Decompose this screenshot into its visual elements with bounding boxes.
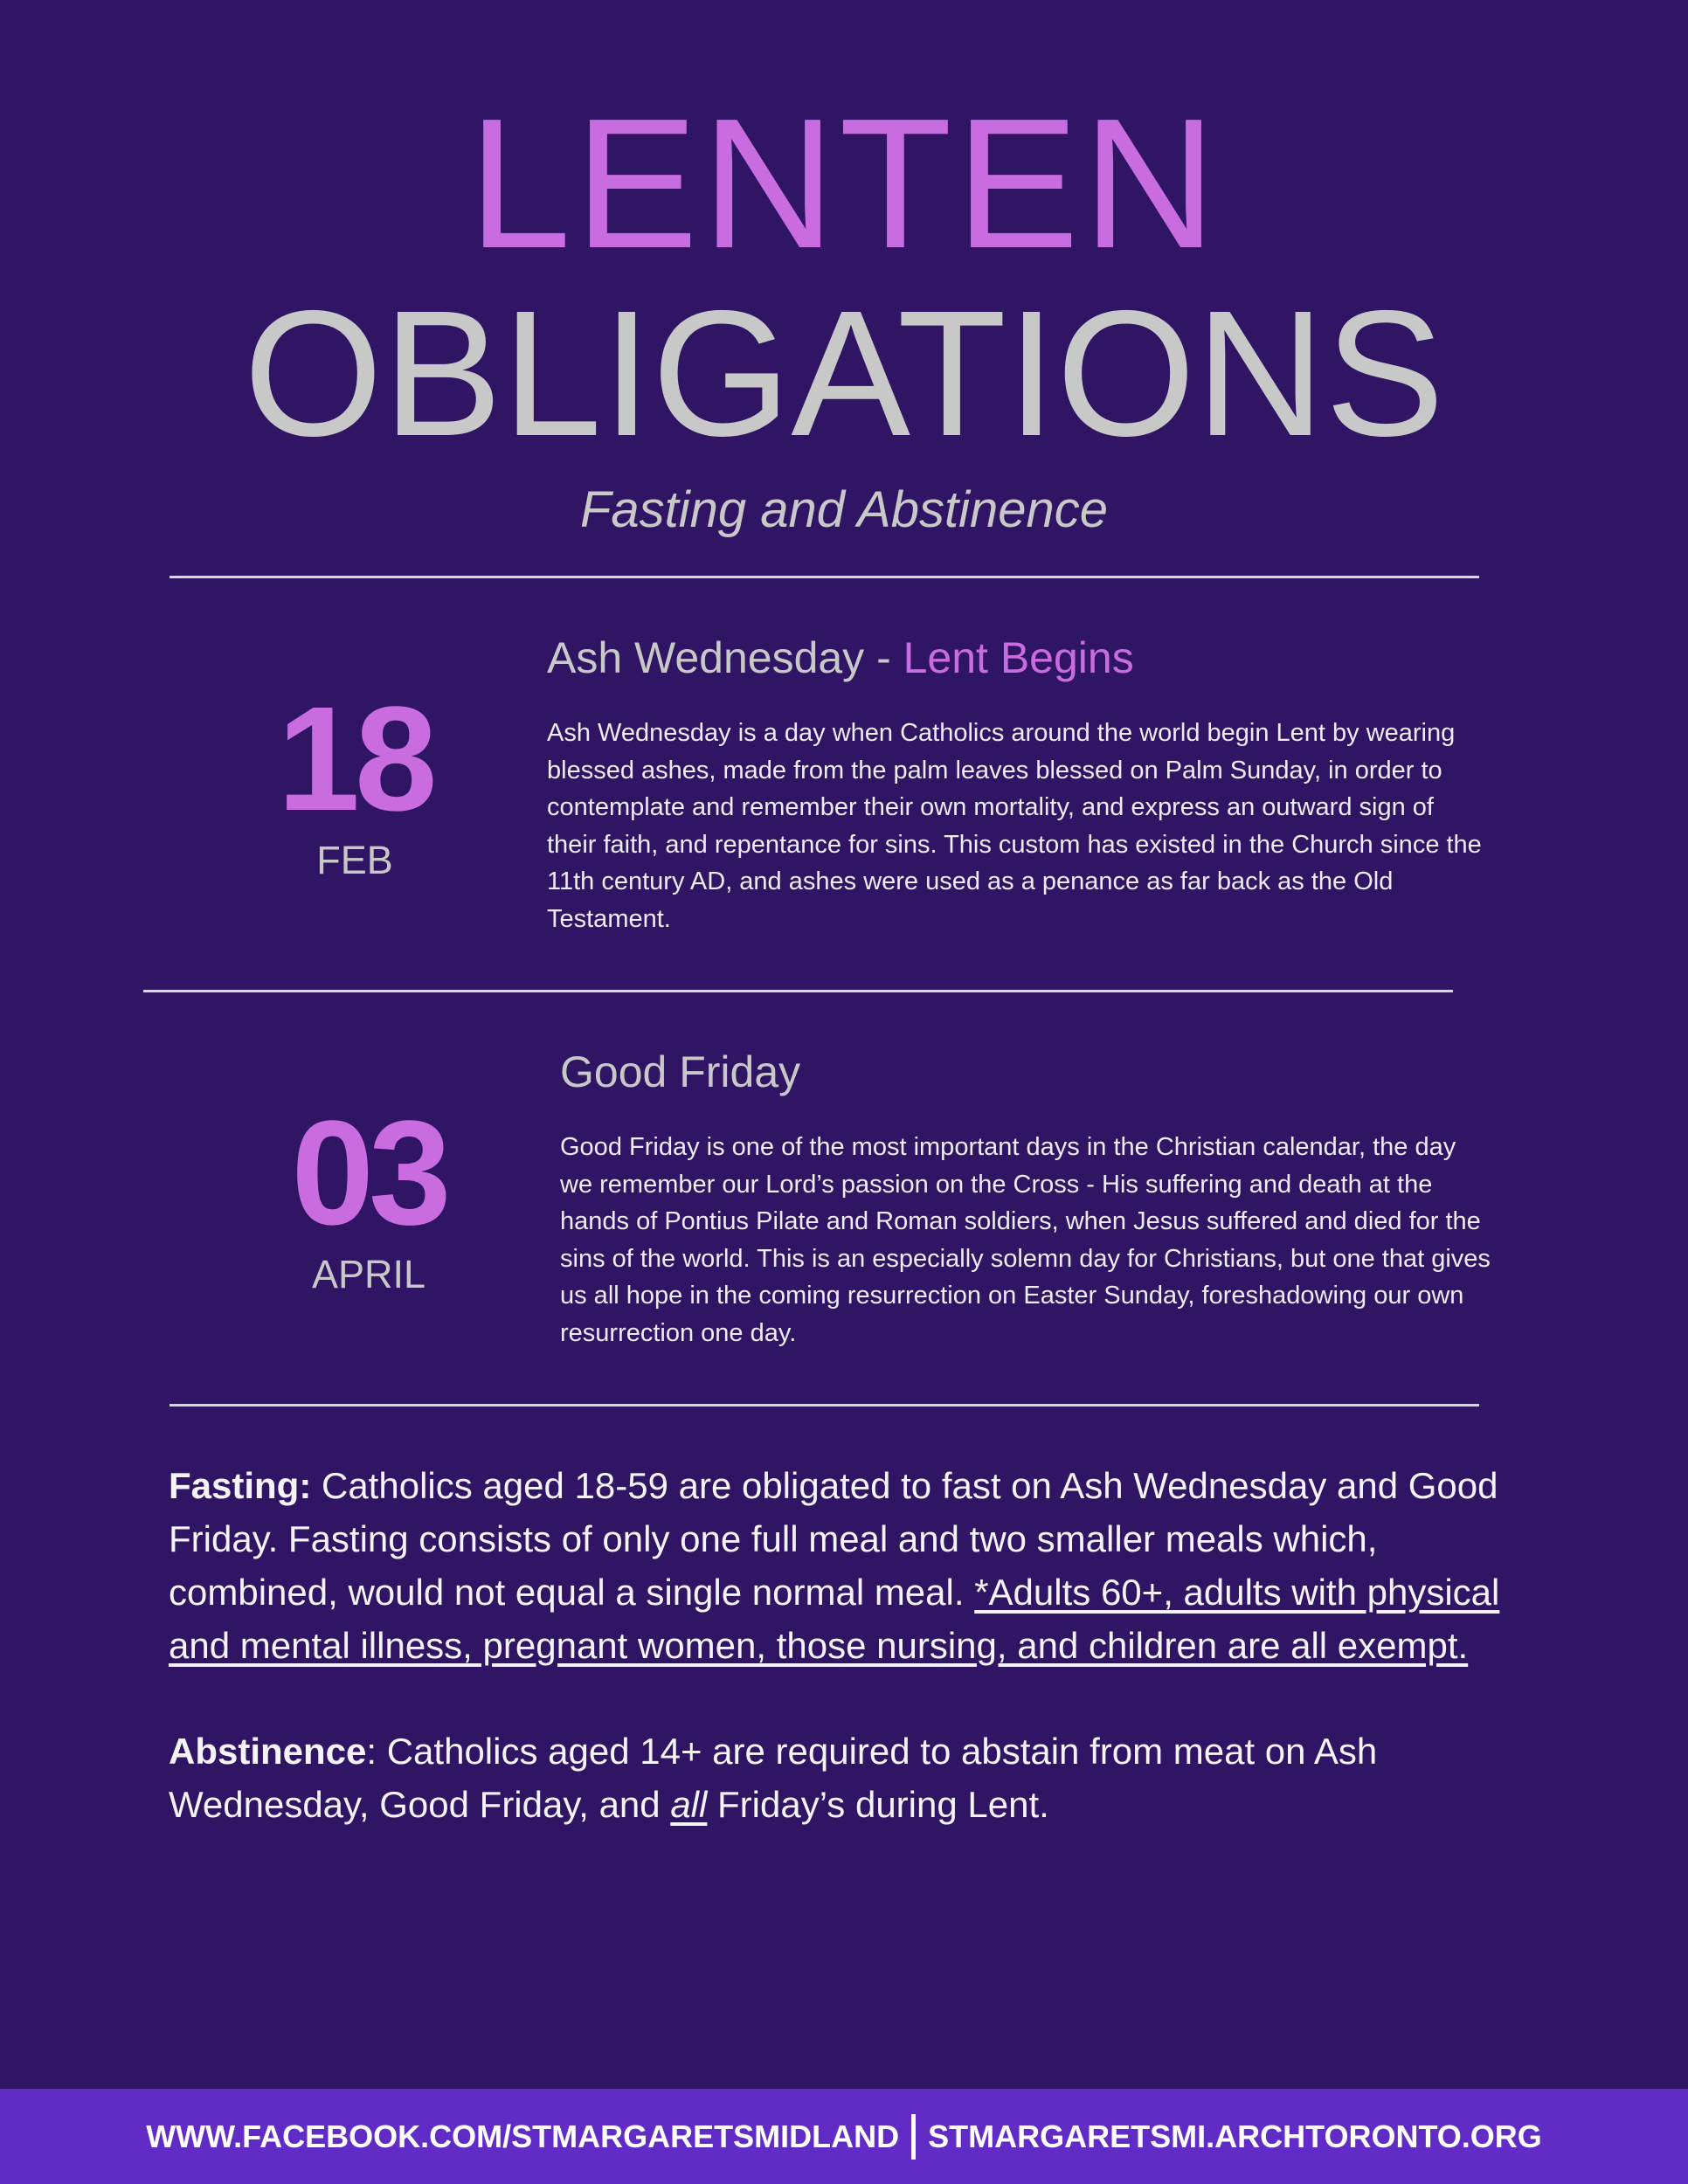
fasting-label: Fasting:	[169, 1465, 312, 1506]
event-description: Ash Wednesday is a day when Catholics ar…	[547, 719, 1482, 933]
fasting-text: Catholics aged 18-59 are obligated to fa…	[169, 1465, 1498, 1613]
event-title-main: Ash Wednesday -	[547, 633, 903, 682]
event-section: 03 APRIL Good Friday Good Friday is one …	[0, 1045, 1688, 1351]
title-obligations: OBLIGATIONS	[243, 273, 1445, 473]
fasting-paragraph: Fasting: Catholics aged 18-59 are obliga…	[169, 1459, 1514, 1672]
divider	[169, 576, 1479, 578]
event-date: 03 APRIL	[238, 1097, 500, 1299]
event-date: 18 FEB	[224, 683, 486, 885]
event-month: FEB	[316, 838, 393, 882]
website-link[interactable]: STMARGARETSMI.ARCHTORONTO.ORG	[928, 2118, 1542, 2154]
event-day: 03	[291, 1090, 451, 1256]
event-title: Ash Wednesday - Lent Begins	[547, 631, 1482, 685]
title-lenten: LENTEN	[467, 79, 1221, 287]
abstinence-text-end: Friday’s during Lent.	[707, 1784, 1049, 1825]
event-text: Good Friday Good Friday is one of the mo…	[560, 1045, 1491, 1351]
page-content: LENTEN OBLIGATIONS Fasting and Abstinenc…	[0, 79, 1688, 1831]
abstinence-emphasis: all	[670, 1784, 708, 1825]
divider	[143, 990, 1453, 992]
event-title: Good Friday	[560, 1047, 801, 1096]
event-title-accent: Lent Begins	[903, 633, 1134, 682]
footer: WWW.FACEBOOK.COM/STMARGARETSMIDLAND STMA…	[0, 2089, 1688, 2184]
event-description: Good Friday is one of the most important…	[560, 1133, 1491, 1347]
event-month: APRIL	[311, 1252, 426, 1296]
divider	[169, 1404, 1479, 1406]
abstinence-paragraph: Abstinence: Catholics aged 14+ are requi…	[169, 1724, 1514, 1831]
abstinence-label: Abstinence	[169, 1731, 367, 1772]
fasting-exemption: *Adults 60+, adults with physical and me…	[169, 1572, 1500, 1666]
facebook-link[interactable]: WWW.FACEBOOK.COM/STMARGARETSMIDLAND	[146, 2118, 900, 2154]
event-day: 18	[277, 676, 437, 842]
footer-separator	[911, 2113, 917, 2160]
abstinence-text: : Catholics aged 14+ are required to abs…	[169, 1731, 1378, 1825]
event-text: Ash Wednesday - Lent Begins Ash Wednesda…	[547, 631, 1482, 937]
subtitle: Fasting and Abstinence	[579, 481, 1108, 538]
event-section: 18 FEB Ash Wednesday - Lent Begins Ash W…	[0, 631, 1688, 937]
